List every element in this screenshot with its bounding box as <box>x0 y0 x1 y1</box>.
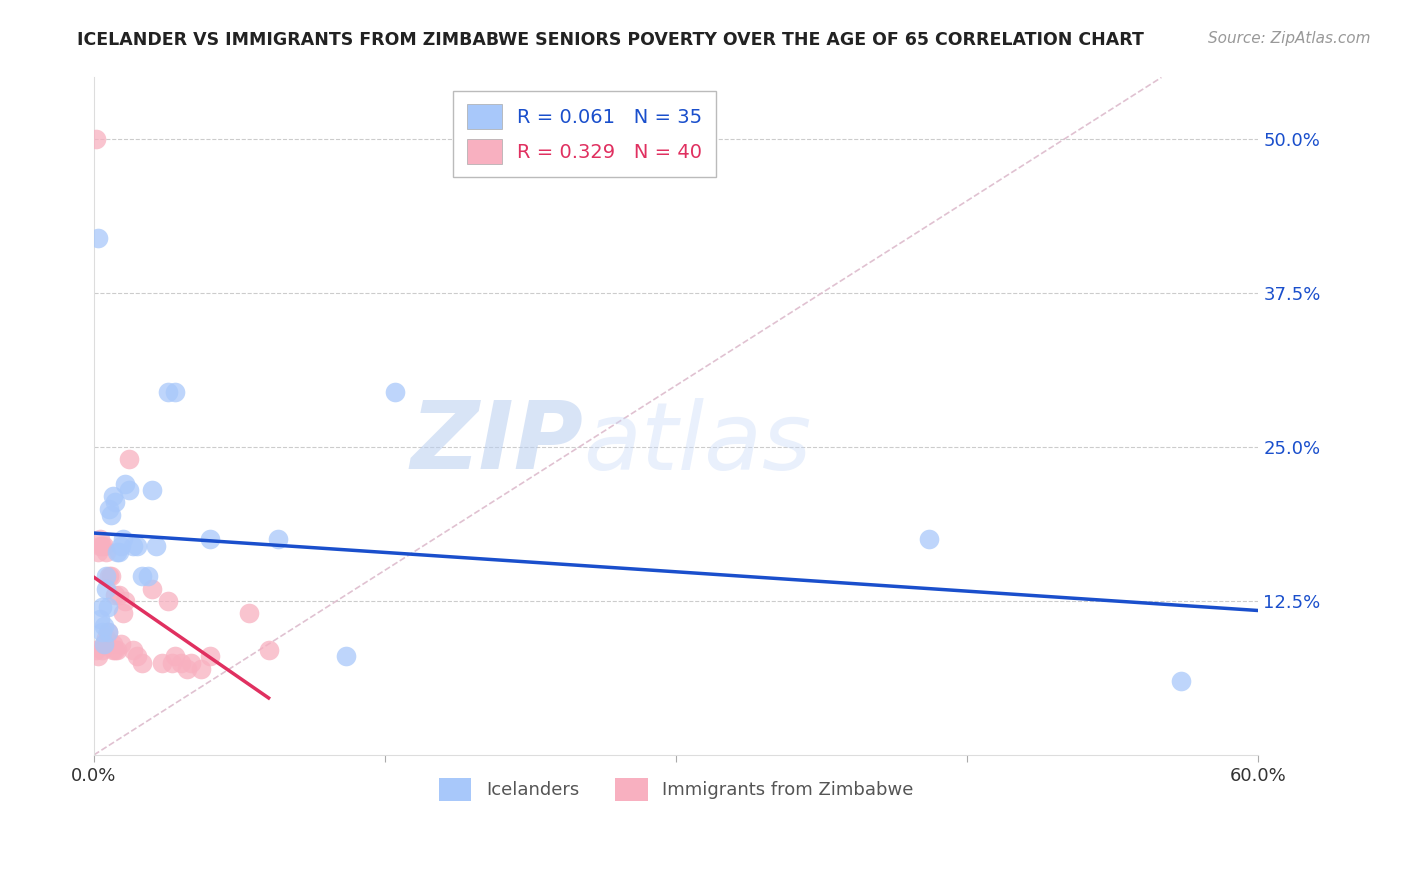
Point <box>104 643 127 657</box>
Point <box>118 452 141 467</box>
Point <box>98 501 121 516</box>
Point <box>131 569 153 583</box>
Point <box>103 489 125 503</box>
Point <box>105 544 128 558</box>
Text: ICELANDER VS IMMIGRANTS FROM ZIMBABWE SENIORS POVERTY OVER THE AGE OF 65 CORRELA: ICELANDER VS IMMIGRANTS FROM ZIMBABWE SE… <box>77 31 1144 49</box>
Point <box>112 607 135 621</box>
Point <box>100 508 122 522</box>
Point <box>190 662 212 676</box>
Point <box>90 624 112 639</box>
Point <box>96 624 118 639</box>
Point <box>105 643 128 657</box>
Point <box>114 594 136 608</box>
Point <box>165 649 187 664</box>
Point <box>89 612 111 626</box>
Point <box>89 533 111 547</box>
Text: Source: ZipAtlas.com: Source: ZipAtlas.com <box>1208 31 1371 46</box>
Point <box>176 662 198 676</box>
Point <box>108 544 131 558</box>
Point <box>90 643 112 657</box>
Point <box>96 624 118 639</box>
Point <box>104 588 127 602</box>
Point <box>84 643 107 657</box>
Legend: Icelanders, Immigrants from Zimbabwe: Icelanders, Immigrants from Zimbabwe <box>426 765 927 814</box>
Point <box>84 132 107 146</box>
Point <box>90 600 112 615</box>
Point <box>100 569 122 583</box>
Point <box>125 539 148 553</box>
Point <box>114 477 136 491</box>
Point <box>121 643 143 657</box>
Point <box>94 544 117 558</box>
Point <box>257 643 280 657</box>
Point <box>94 582 117 596</box>
Point <box>335 649 357 664</box>
Point <box>267 533 290 547</box>
Point <box>160 656 183 670</box>
Point <box>180 656 202 670</box>
Point <box>384 384 406 399</box>
Point <box>108 588 131 602</box>
Point <box>89 539 111 553</box>
Point <box>96 600 118 615</box>
Point <box>110 539 132 553</box>
Point <box>103 643 125 657</box>
Point <box>93 637 115 651</box>
Point <box>104 495 127 509</box>
Point <box>121 539 143 553</box>
Point <box>90 539 112 553</box>
Point <box>87 230 110 244</box>
Point <box>87 649 110 664</box>
Point <box>118 483 141 497</box>
Point <box>141 582 163 596</box>
Point <box>165 384 187 399</box>
Point <box>98 569 121 583</box>
Point <box>200 533 222 547</box>
Point <box>170 656 193 670</box>
Point <box>917 533 939 547</box>
Point <box>94 569 117 583</box>
Point <box>110 637 132 651</box>
Point <box>131 656 153 670</box>
Point <box>145 539 167 553</box>
Point <box>141 483 163 497</box>
Point <box>112 533 135 547</box>
Point <box>136 569 159 583</box>
Point <box>93 539 115 553</box>
Point <box>156 384 179 399</box>
Point <box>200 649 222 664</box>
Text: ZIP: ZIP <box>411 397 583 490</box>
Point <box>93 637 115 651</box>
Point <box>1170 673 1192 688</box>
Text: atlas: atlas <box>583 398 811 489</box>
Point <box>103 637 125 651</box>
Point <box>150 656 173 670</box>
Point <box>94 631 117 645</box>
Point <box>125 649 148 664</box>
Point <box>93 618 115 632</box>
Point <box>156 594 179 608</box>
Point <box>238 607 260 621</box>
Point <box>87 544 110 558</box>
